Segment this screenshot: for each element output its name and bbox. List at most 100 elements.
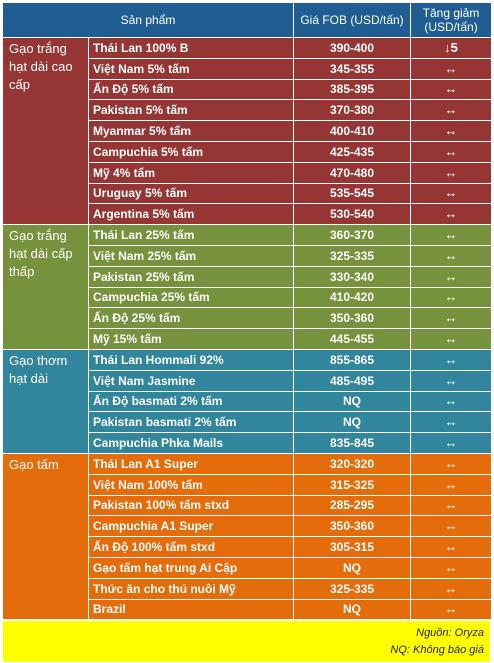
product-cell: Thái Lan 25% tấm <box>87 224 295 246</box>
product-cell: Thái Lan A1 Super <box>87 452 295 475</box>
change-cell: ↔ <box>410 120 493 142</box>
price-cell: 385-395 <box>293 78 412 101</box>
product-cell: Việt Nam 5% tấm <box>87 57 295 80</box>
change-cell: ↔ <box>410 411 493 434</box>
table-row: Pakistan 100% tấm stxd 285-295 ↔ <box>3 494 493 517</box>
change-cell: ↔ <box>410 369 493 392</box>
table-row: Mỹ 15% tấm 445-455 ↔ <box>3 328 493 350</box>
product-cell: Việt Nam 100% tấm <box>87 473 295 496</box>
change-cell: ↔ <box>410 286 493 309</box>
price-cell: 390-400 <box>293 37 412 59</box>
table-row: Campuchia Phka Mails 835-845 ↔ <box>3 432 493 454</box>
price-cell: 425-435 <box>293 140 412 163</box>
price-cell: 325-335 <box>293 577 412 600</box>
price-cell: 285-295 <box>293 494 412 517</box>
source-note: Nguồn: Oryza <box>416 627 484 640</box>
price-cell: NQ <box>293 390 412 413</box>
product-cell: Thức ăn cho thú nuôi Mỹ <box>87 577 295 600</box>
change-cell: ↔ <box>410 328 493 350</box>
table-row: Argentina 5% tấm 530-540 ↔ <box>3 203 493 226</box>
product-cell: Campuchia 5% tấm <box>87 140 295 163</box>
change-cell: ↔ <box>410 432 493 454</box>
price-cell: 400-410 <box>293 120 412 142</box>
price-cell: NQ <box>293 598 412 621</box>
group-label: Gạo trắng hạt dài cấp thấp <box>2 224 89 350</box>
change-cell: ↓5 <box>410 37 493 59</box>
price-cell: 330-340 <box>293 265 412 288</box>
change-cell: ↔ <box>410 224 493 246</box>
change-cell: ↔ <box>410 57 493 80</box>
group-label: Gạo thơm hạt dài <box>2 348 89 454</box>
change-cell: ↔ <box>410 161 493 184</box>
change-cell: ↔ <box>410 577 493 600</box>
table-row: Campuchia 5% tấm 425-435 ↔ <box>3 140 493 163</box>
change-cell: ↔ <box>410 348 493 371</box>
table-row: Gạo tấm hạt trung Ai Cập NQ ↔ <box>3 556 493 579</box>
change-cell: ↔ <box>410 203 493 226</box>
group-label: Gạo tấm <box>2 452 89 621</box>
product-cell: Uruguay 5% tấm <box>87 182 295 205</box>
product-cell: Campuchia A1 Super <box>87 515 295 538</box>
table-row: Việt Nam 5% tấm 345-355 ↔ <box>3 57 493 80</box>
header-change: Tăng giảm (USD/tấn) <box>410 2 493 38</box>
change-cell: ↔ <box>410 182 493 205</box>
table-row: Việt Nam 100% tấm 315-325 ↔ <box>3 473 493 496</box>
price-cell: 530-540 <box>293 203 412 226</box>
table-row: Gạo trắng hạt dài cấp thấp Thái Lan 25% t… <box>2 224 493 350</box>
product-cell: Ấn Độ basmati 2% tấm <box>87 390 295 413</box>
price-cell: 315-325 <box>293 473 412 496</box>
change-cell: ↔ <box>410 307 493 330</box>
table-row: Thức ăn cho thú nuôi Mỹ 325-335 ↔ <box>3 577 493 600</box>
price-cell: 370-380 <box>293 99 412 122</box>
table-row: Gạo thơm hạt dài Thái Lan Hommali 92% 855-… <box>2 348 493 454</box>
header-product: Sản phẩm <box>1 2 295 38</box>
product-cell: Pakistan 25% tấm <box>87 265 295 288</box>
table-row: Việt Nam 25% tấm 325-335 ↔ <box>3 244 493 267</box>
price-cell: 535-545 <box>293 182 412 205</box>
table-row: Myanmar 5% tấm 400-410 ↔ <box>3 120 493 142</box>
nq-note: NQ: Không báo giá <box>390 644 484 657</box>
product-cell: Campuchia Phka Mails <box>87 432 295 454</box>
product-cell: Campuchia 25% tấm <box>87 286 295 309</box>
product-cell: Brazil <box>87 598 295 621</box>
product-cell: Pakistan 100% tấm stxd <box>87 494 295 517</box>
table-row: Campuchia A1 Super 350-360 ↔ <box>3 515 493 538</box>
product-cell: Gạo tấm hạt trung Ai Cập <box>87 556 295 579</box>
table-row: Ấn Độ 25% tấm 350-360 ↔ <box>3 307 493 330</box>
change-cell: ↔ <box>410 473 493 496</box>
product-cell: Việt Nam 25% tấm <box>87 244 295 267</box>
table-row: Gạo tấm Thái Lan A1 Super 320-320 ↔ <box>2 452 493 621</box>
change-cell: ↔ <box>410 598 493 621</box>
header-price: Giá FOB (USD/tấn) <box>293 2 412 38</box>
change-cell: ↔ <box>410 78 493 101</box>
change-cell: ↔ <box>410 99 493 122</box>
change-cell: ↔ <box>410 140 493 163</box>
product-cell: Mỹ 4% tấm <box>87 161 295 184</box>
product-cell: Thái Lan Hommali 92% <box>87 348 295 371</box>
product-cell: Ấn Độ 5% tấm <box>87 78 295 101</box>
product-cell: Ấn Độ 25% tấm <box>87 307 295 330</box>
product-cell: Thái Lan 100% B <box>87 37 295 59</box>
price-cell: 855-865 <box>293 348 412 371</box>
price-cell: NQ <box>293 411 412 434</box>
price-cell: 360-370 <box>293 224 412 246</box>
product-cell: Pakistan 5% tấm <box>87 99 295 122</box>
price-cell: 485-495 <box>293 369 412 392</box>
group-label: Gạo trắng hạt dài cao cấp <box>2 36 89 226</box>
table-row: Campuchia 25% tấm 410-420 ↔ <box>3 286 493 309</box>
rice-price-table: Sản phẩm Giá FOB (USD/tấn) Tăng giảm (US… <box>1 2 493 621</box>
price-cell: 350-360 <box>293 515 412 538</box>
table-row: Việt Nam Jasmine 485-495 ↔ <box>3 369 493 392</box>
price-cell: 350-360 <box>293 307 412 330</box>
product-cell: Pakistan basmati 2% tấm <box>87 411 295 434</box>
change-cell: ↔ <box>410 244 493 267</box>
table-row: Gạo trắng hạt dài cao cấp Thái Lan 100% B… <box>2 36 493 226</box>
price-cell: NQ <box>293 556 412 579</box>
change-cell: ↔ <box>410 515 493 538</box>
table-row: Ấn Độ 5% tấm 385-395 ↔ <box>3 78 493 101</box>
change-cell: ↔ <box>410 452 493 475</box>
table-row: Pakistan 25% tấm 330-340 ↔ <box>3 265 493 288</box>
price-cell: 320-320 <box>293 452 412 475</box>
change-cell: ↔ <box>410 494 493 517</box>
